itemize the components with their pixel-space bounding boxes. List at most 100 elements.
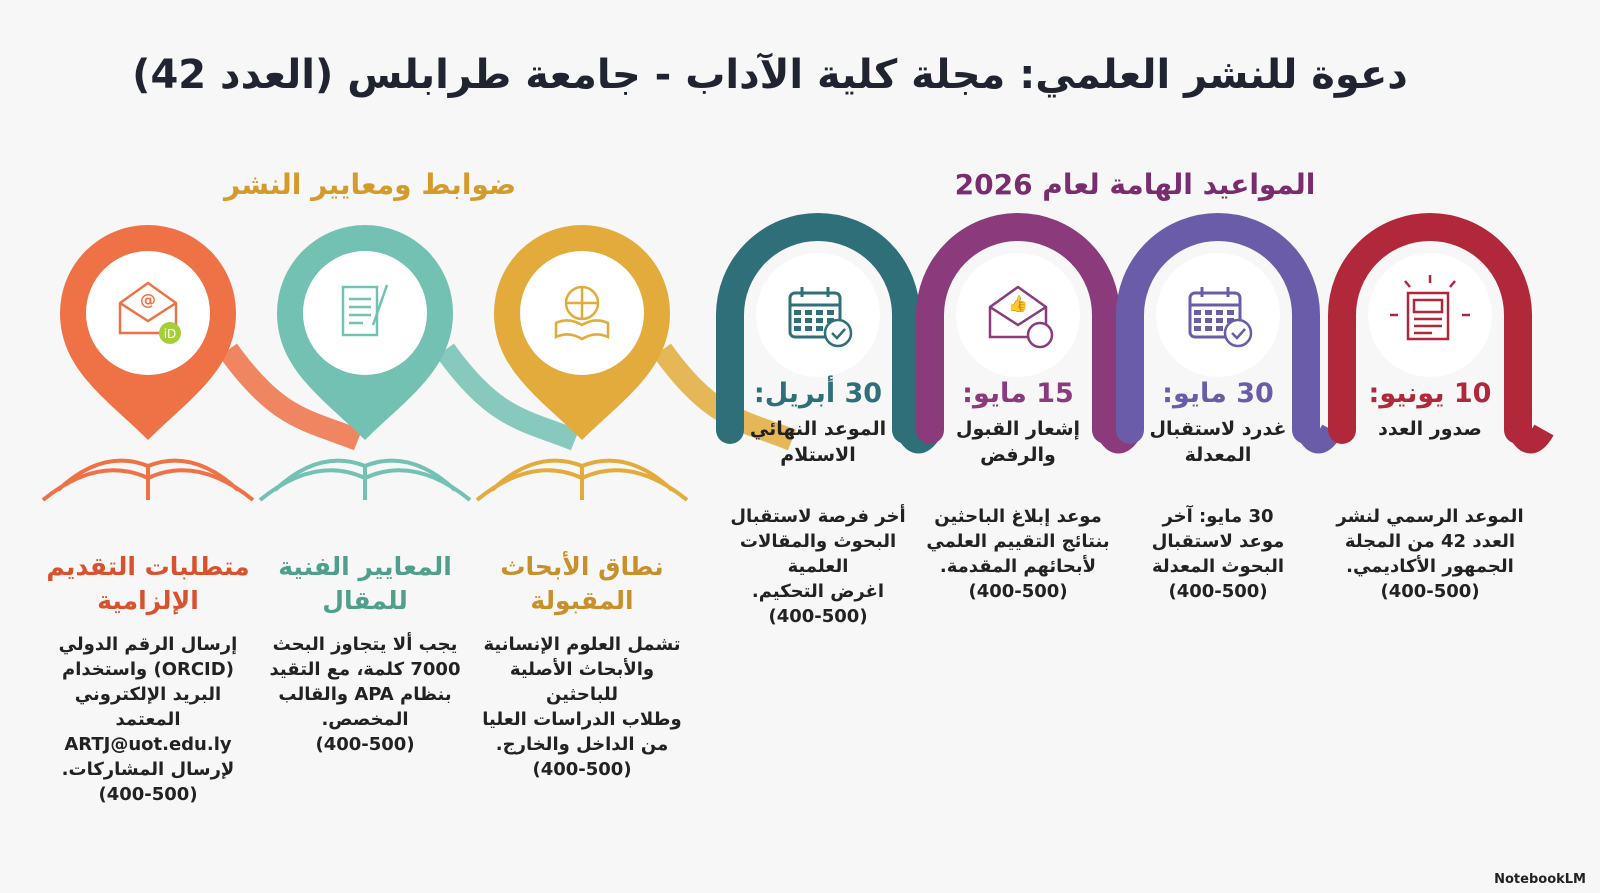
- open-book-icon: [41, 458, 255, 502]
- calendar-day: [816, 310, 823, 315]
- description-line: (400-500): [1168, 581, 1268, 602]
- date-label: 10 يونيو:: [1368, 378, 1492, 409]
- description-line: يجب ألا يتجاوز البحث: [272, 634, 458, 655]
- description-line: اغرض التحكيم.: [751, 581, 885, 602]
- calendar-day: [816, 318, 823, 323]
- timeline-arch: [1328, 213, 1532, 444]
- date-subtitle: صدور العدد: [1378, 418, 1482, 440]
- standard-description: يجب ألا يتجاوز البحث 7000 كلمة، مع التقيد…: [260, 632, 470, 757]
- calendar-check-icon: [1188, 287, 1253, 348]
- description-line: لإرسال المشاركات.: [61, 759, 235, 780]
- envelope-thumbs-icon: 👍: [988, 285, 1054, 349]
- calendar-day: [794, 326, 801, 331]
- icon-circle: [303, 251, 427, 375]
- open-book-icon: [258, 458, 472, 502]
- globe-book-icon: [554, 285, 610, 341]
- thumbs-up: 👍: [1008, 294, 1028, 313]
- calendar-day: [1216, 326, 1223, 331]
- icon-circle: [86, 251, 210, 375]
- date-description: موعد إبلاغ الباحثين بنتائج التقييم العلمي…: [918, 504, 1118, 604]
- timeline-arch: [1116, 213, 1320, 444]
- calendar-day: [827, 318, 834, 323]
- standard-description: إرسال الرقم الدولي (ORCID) واستخدام البريد…: [43, 632, 253, 807]
- description-line: بنتائج التقييم العلمي: [926, 531, 1110, 552]
- calendar-shape: [1188, 291, 1242, 339]
- ribbon: [219, 343, 363, 451]
- standards-heading: ضوابط ومعايير النشر: [223, 168, 517, 201]
- description-line: موعد لاستقبال: [1151, 531, 1285, 552]
- calendar-day: [805, 318, 812, 323]
- watermark: NotebookLM: [1494, 872, 1586, 887]
- ribbon: [436, 343, 580, 451]
- calendar-shape: [788, 291, 842, 339]
- description-line: 30 مايو: آخر: [1162, 506, 1274, 527]
- email-orcid-icon: @ iD: [118, 281, 181, 344]
- thumbs-down-circle: [1026, 321, 1054, 349]
- calendar-day: [1205, 310, 1212, 315]
- dates-heading: المواعيد الهامة لعام 2026: [954, 168, 1316, 201]
- calendar-day: [1194, 326, 1201, 331]
- date-description: الموعد الرسمي لنشر العدد 42 من المجلة الجم…: [1330, 504, 1530, 604]
- description-line: (400-500): [968, 581, 1068, 602]
- orcid-label: iD: [164, 327, 177, 341]
- description-line: إرسال الرقم الدولي: [58, 634, 238, 655]
- calendar-day: [1205, 318, 1212, 323]
- date-subtitle: الموعد النهائي الاستلام: [749, 418, 887, 466]
- date-label: 30 أبريل:: [753, 378, 883, 409]
- date-subtitle: غدرد لاستقبال المعدلة: [1149, 418, 1287, 466]
- icon-circle: [956, 253, 1080, 377]
- description-line: (400-500): [768, 606, 868, 627]
- arch-connector: [1508, 424, 1554, 454]
- paper-headline: [1412, 298, 1444, 314]
- calendar-day: [794, 318, 801, 323]
- description-line: 7000 كلمة، مع التقيد: [269, 659, 461, 680]
- description-line: أخر فرصة لاستقبال: [730, 506, 906, 527]
- calendar-day: [1194, 310, 1201, 315]
- doc-lines: [349, 284, 389, 326]
- description-line: الموعد الرسمي لنشر: [1336, 506, 1524, 527]
- calendar-day: [827, 310, 834, 315]
- description-line: (ORCID) واستخدام: [62, 659, 234, 680]
- description-line: البريد الإلكتروني: [74, 684, 222, 705]
- check-circle: [823, 318, 853, 348]
- envelope-shape: [118, 281, 178, 335]
- description-line: البحوث والمقالات العلمية: [739, 531, 897, 577]
- date-label: 30 مايو:: [1162, 378, 1274, 409]
- description-line: تشمل العلوم الإنسانية: [483, 634, 681, 655]
- calendar-day: [794, 310, 801, 315]
- document-quill-icon: [341, 284, 389, 337]
- calendar-day: [1205, 326, 1212, 331]
- date-label: 15 مايو:: [962, 378, 1074, 409]
- standard-title: نطاق الأبحاث المقبولة: [500, 552, 664, 615]
- calendar-day: [816, 326, 823, 331]
- description-line: من الداخل والخارج.: [495, 734, 669, 755]
- calendar-check-icon: [788, 287, 853, 348]
- book-shape: [554, 319, 610, 341]
- description-line: وطلاب الدراسات العليا: [482, 709, 682, 730]
- description-line: العدد 42 من المجلة: [1344, 531, 1516, 552]
- date-description: أخر فرصة لاستقبال البحوث والمقالات العلمي…: [718, 504, 918, 629]
- check-mark: [1231, 328, 1246, 340]
- date-description: 30 مايو: آخر موعد لاستقبال البحوث المعدلة (…: [1118, 504, 1318, 604]
- description-line: لأبحائهم المقدمة.: [939, 556, 1097, 577]
- calendar-day: [1216, 310, 1223, 315]
- newspaper-icon: [1390, 275, 1470, 341]
- calendar-day: [805, 326, 812, 331]
- paper-shape: [1406, 291, 1450, 341]
- description-line: الجمهور الأكاديمي.: [1346, 556, 1514, 577]
- standard-title: متطلبات التقديم الإلزامية: [46, 552, 250, 615]
- calendar-lines: [1190, 287, 1240, 307]
- description-line: البحوث المعدلة: [1151, 556, 1285, 577]
- description-line: بنظام APA والقالب: [278, 684, 452, 705]
- timeline-arch: [716, 213, 920, 444]
- calendar-day: [1216, 318, 1223, 323]
- open-book-icon: [475, 458, 689, 502]
- calendar-day: [1194, 318, 1201, 323]
- description-line: ARTJ@uot.edu.ly: [64, 734, 232, 755]
- standard-description: تشمل العلوم الإنسانية والأبحاث الأصلية لل…: [477, 632, 687, 782]
- envelope-shape: [988, 285, 1048, 339]
- icon-circle: [1368, 253, 1492, 377]
- description-line: موعد إبلاغ الباحثين: [934, 506, 1102, 527]
- calendar-day: [805, 310, 812, 315]
- timeline-arch: [916, 213, 1120, 444]
